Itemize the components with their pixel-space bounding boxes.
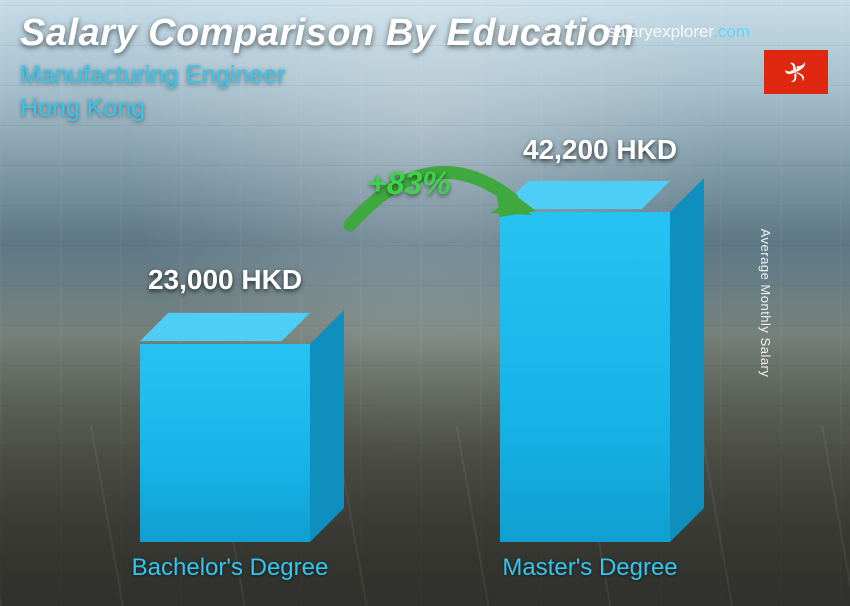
bar-masters [500, 212, 670, 542]
growth-percent: +83% [368, 165, 451, 202]
chart-location: Hong Kong [20, 94, 830, 123]
watermark: salaryexplorer.com [607, 22, 750, 42]
bauhinia-icon [781, 57, 811, 87]
bar-bachelors [140, 344, 310, 542]
watermark-prefix: salaryexplorer [607, 22, 713, 41]
flag-hong-kong [764, 50, 828, 94]
bar-side-face [310, 310, 344, 542]
bar-label-masters: Master's Degree [460, 554, 720, 582]
bar-side-face [670, 178, 704, 542]
bar-top-face [140, 310, 310, 344]
bar-label-bachelors: Bachelor's Degree [100, 554, 360, 582]
y-axis-label: Average Monthly Salary [758, 229, 773, 378]
watermark-suffix: .com [713, 22, 750, 41]
bar-value-bachelors: 23,000 HKD [110, 264, 340, 296]
growth-indicator: +83% [340, 155, 540, 250]
bar-front-face [140, 344, 310, 542]
chart-subtitle: Manufacturing Engineer [20, 61, 830, 90]
bar-front-face [500, 212, 670, 542]
